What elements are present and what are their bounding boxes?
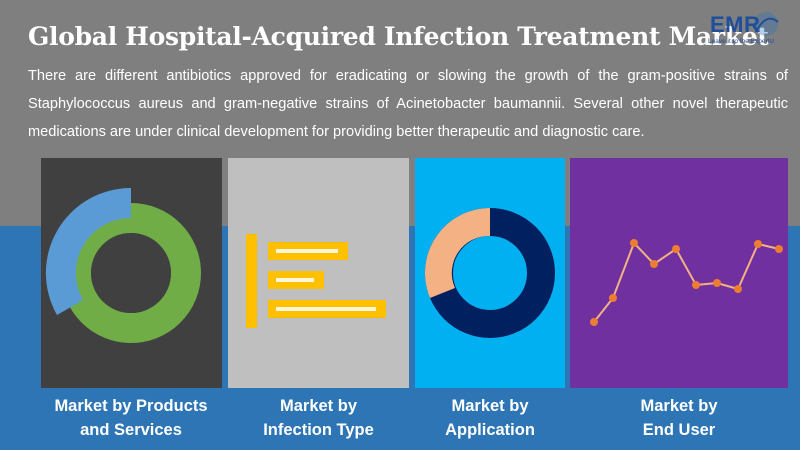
line-chart-icon: [590, 239, 783, 326]
label-end-user: Market by End User: [570, 394, 788, 442]
label-products-services: Market by Products and Services: [36, 394, 226, 442]
label-application: Market by Application: [415, 394, 565, 442]
label-line1: Market by Products: [54, 397, 208, 415]
label-infection-type: Market by Infection Type: [228, 394, 409, 442]
panel-products-services: [41, 158, 222, 388]
panel-application: [415, 158, 565, 388]
label-line2: and Services: [80, 421, 182, 439]
logo-name: EMR: [710, 12, 761, 37]
label-line1: Market by: [279, 397, 358, 415]
panel-infection-type: [228, 158, 409, 388]
label-line1: Market by: [451, 397, 529, 415]
bar-chart-icon: [246, 234, 386, 328]
label-line2: Application: [445, 421, 535, 439]
page-description: There are different antibiotics approved…: [28, 68, 788, 140]
label-line1: Market by: [640, 397, 718, 415]
logo-tagline: Leave it to the Experts!: [708, 38, 775, 45]
page-title: Global Hospital-Acquired Infection Treat…: [28, 22, 769, 51]
donut-chart-icon: [45, 187, 201, 343]
emr-logo-icon: [754, 12, 779, 36]
label-line2: End User: [642, 421, 716, 439]
panel-end-user: [570, 158, 788, 388]
label-line2: Infection Type: [263, 421, 374, 439]
donut-chart-icon: [425, 208, 555, 338]
